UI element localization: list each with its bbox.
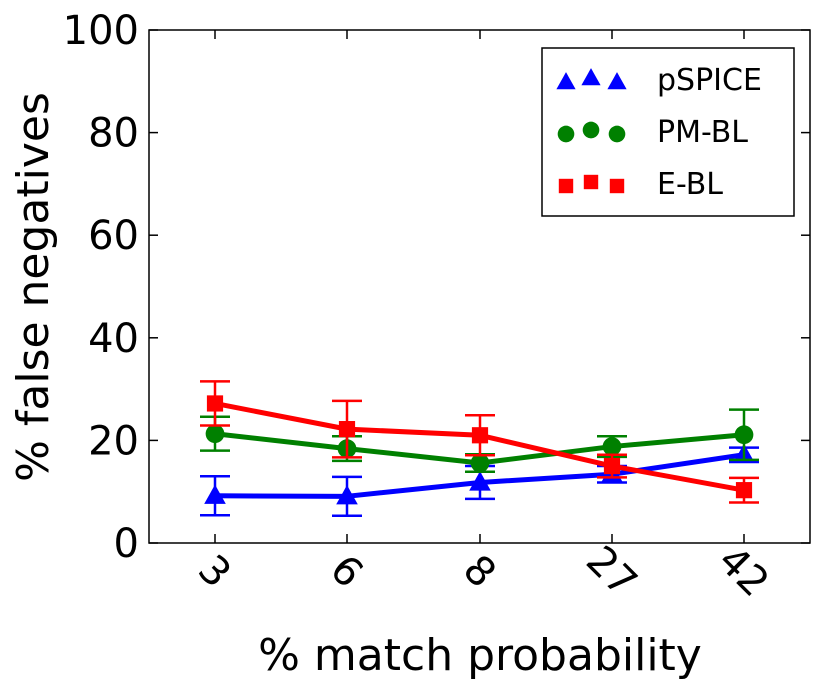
pm-bl-point <box>470 453 490 473</box>
plot-area <box>200 380 759 518</box>
legend-marker <box>581 68 601 86</box>
pspice-point <box>204 484 226 504</box>
y-tick-label: 0 <box>114 521 139 567</box>
legend-label: E-BL <box>657 167 723 202</box>
legend-marker <box>609 178 625 194</box>
legend-marker <box>557 125 575 143</box>
legend-marker <box>608 125 626 143</box>
legend-item-pm-bl: PM-BL <box>557 115 748 150</box>
y-tick-label: 40 <box>88 316 139 362</box>
y-tick-label: 100 <box>63 8 139 54</box>
pm-bl-point <box>602 437 622 456</box>
pspice-point <box>469 471 491 491</box>
y-tick-label: 20 <box>88 418 139 464</box>
pm-bl-point <box>205 424 225 444</box>
x-tick-label: 8 <box>454 546 505 597</box>
legend-item-e-bl: E-BL <box>558 167 723 202</box>
legend-item-pspice: pSPICE <box>556 63 762 98</box>
legend-marker <box>558 178 574 194</box>
e-bl-point <box>338 421 356 438</box>
legend-label: PM-BL <box>657 115 748 150</box>
e-bl-point <box>603 457 621 475</box>
legend-marker <box>607 72 627 90</box>
pm-bl-point <box>734 425 754 445</box>
legend-marker <box>556 72 576 90</box>
legend-marker <box>582 121 600 139</box>
pspice-point <box>336 485 358 505</box>
y-tick-label: 80 <box>88 111 139 157</box>
x-tick-label: 6 <box>321 546 372 597</box>
e-bl-point <box>735 482 753 499</box>
y-tick-label: 60 <box>88 213 139 259</box>
legend: pSPICE PM-BL E-BL <box>541 47 795 217</box>
series-e-bl <box>200 380 759 504</box>
e-bl-point <box>471 427 489 444</box>
legend-marker <box>583 174 599 190</box>
x-tick-label: 27 <box>577 537 646 606</box>
e-bl-point <box>206 395 224 412</box>
x-axis-title: % match probability <box>258 630 702 681</box>
legend-label: pSPICE <box>657 63 762 98</box>
y-axis-title: % false negatives <box>8 92 59 482</box>
x-tick-label: 42 <box>709 537 778 606</box>
x-tick-label: 3 <box>189 546 240 597</box>
